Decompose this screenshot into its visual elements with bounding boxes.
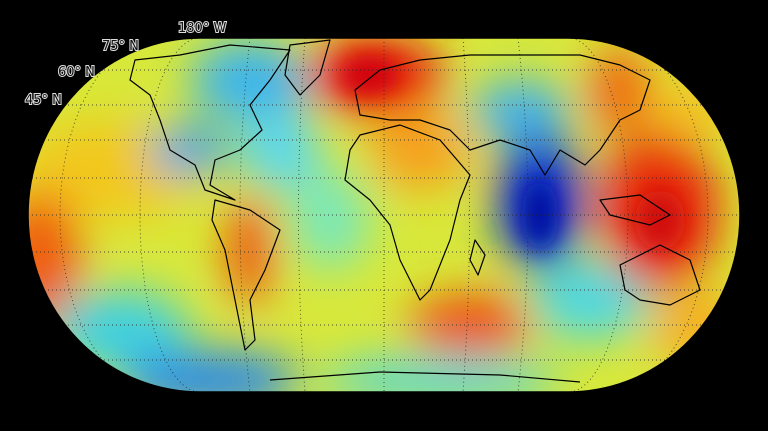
map-shape xyxy=(410,295,530,355)
map-shape xyxy=(530,260,650,340)
map-shape xyxy=(28,190,80,330)
map-shape xyxy=(370,110,470,190)
longitude-label: 180° W xyxy=(178,21,226,36)
map-shape xyxy=(284,39,331,96)
map-shape xyxy=(354,54,651,176)
map-shape xyxy=(344,124,471,301)
map-shape xyxy=(599,194,671,226)
map-shape xyxy=(320,355,560,392)
latitude-label: 45° N xyxy=(25,93,62,108)
graticule xyxy=(28,38,740,392)
map-shape xyxy=(129,44,291,201)
map-shape xyxy=(120,350,300,392)
map-shape xyxy=(190,40,310,120)
map-shape xyxy=(469,239,486,276)
map-shape xyxy=(650,290,740,370)
map-shape xyxy=(228,195,272,305)
latitude-label: 75° N xyxy=(102,39,139,54)
map-shape xyxy=(269,371,581,383)
map-shape xyxy=(211,199,281,351)
map-shape xyxy=(650,80,730,140)
latitude-label: 60° N xyxy=(58,65,95,80)
coastlines xyxy=(129,39,701,383)
map-shape xyxy=(590,45,650,135)
map-shape xyxy=(150,125,230,175)
map-shape xyxy=(619,244,701,306)
map-shape xyxy=(470,80,570,140)
map-shape xyxy=(340,55,400,95)
map-shape xyxy=(290,170,370,270)
map-border xyxy=(27,37,741,393)
